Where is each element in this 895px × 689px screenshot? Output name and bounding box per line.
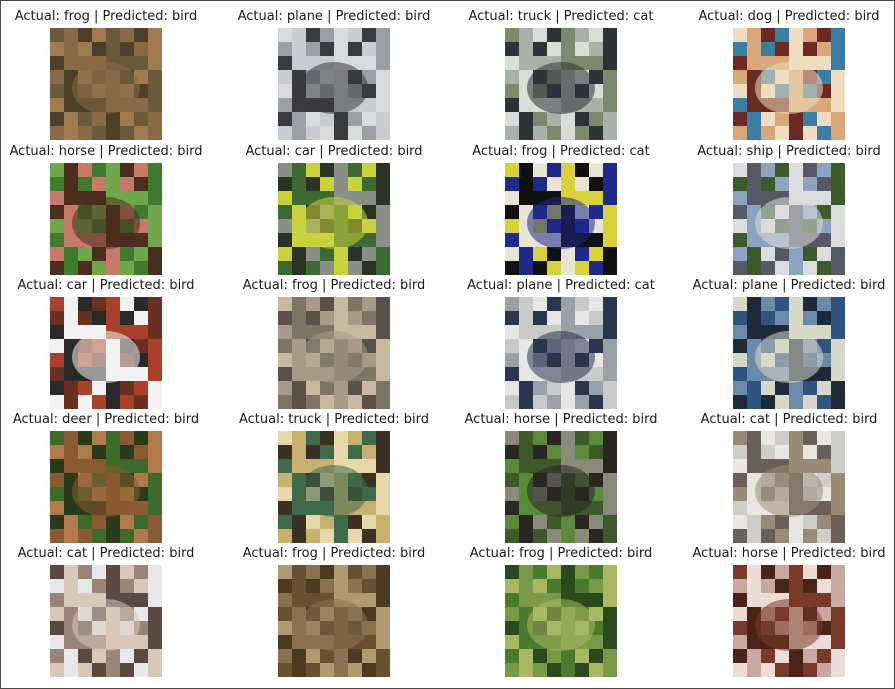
car-thumbnail <box>278 163 390 275</box>
cat-thumbnail <box>50 565 162 677</box>
prediction-caption: Actual: truck | Predicted: bird <box>238 412 429 427</box>
prediction-caption: Actual: horse | Predicted: bird <box>464 412 658 427</box>
ship-thumbnail <box>733 163 845 275</box>
prediction-cell: Actual: plane | Predicted: bird <box>222 0 446 140</box>
frog-thumbnail <box>505 163 617 275</box>
prediction-cell: Actual: horse | Predicted: bird <box>677 537 895 677</box>
prediction-cell: Actual: frog | Predicted: bird <box>222 537 446 677</box>
plane-thumbnail <box>505 297 617 409</box>
prediction-caption: Actual: frog | Predicted: cat <box>472 144 650 159</box>
prediction-caption: Actual: cat | Predicted: bird <box>17 546 195 561</box>
dog-thumbnail <box>733 28 845 140</box>
plane-thumbnail <box>278 28 390 140</box>
truck-thumbnail <box>278 431 390 543</box>
frog-thumbnail <box>505 565 617 677</box>
frog-thumbnail <box>278 297 390 409</box>
prediction-caption: Actual: frog | Predicted: bird <box>242 546 426 561</box>
prediction-caption: Actual: frog | Predicted: bird <box>242 278 426 293</box>
prediction-cell: Actual: deer | Predicted: bird <box>0 403 218 543</box>
prediction-cell: Actual: car | Predicted: bird <box>222 135 446 275</box>
prediction-cell: Actual: cat | Predicted: bird <box>677 403 895 543</box>
prediction-cell: Actual: plane | Predicted: bird <box>677 269 895 409</box>
prediction-caption: Actual: cat | Predicted: bird <box>700 412 878 427</box>
prediction-cell: Actual: car | Predicted: bird <box>0 269 218 409</box>
prediction-cell: Actual: horse | Predicted: bird <box>0 135 218 275</box>
prediction-cell: Actual: frog | Predicted: cat <box>449 135 673 275</box>
prediction-caption: Actual: horse | Predicted: bird <box>692 546 886 561</box>
deer-thumbnail <box>50 431 162 543</box>
prediction-cell: Actual: dog | Predicted: bird <box>677 0 895 140</box>
prediction-caption: Actual: plane | Predicted: cat <box>467 278 655 293</box>
horse-thumbnail <box>50 163 162 275</box>
prediction-caption: Actual: plane | Predicted: bird <box>237 9 431 24</box>
prediction-caption: Actual: ship | Predicted: bird <box>697 144 881 159</box>
cat-thumbnail <box>733 431 845 543</box>
prediction-caption: Actual: deer | Predicted: bird <box>12 412 200 427</box>
car-thumbnail <box>50 297 162 409</box>
prediction-caption: Actual: horse | Predicted: bird <box>9 144 203 159</box>
prediction-cell: Actual: ship | Predicted: bird <box>677 135 895 275</box>
prediction-caption: Actual: car | Predicted: bird <box>17 278 195 293</box>
plane-thumbnail <box>733 297 845 409</box>
prediction-cell: Actual: frog | Predicted: bird <box>222 269 446 409</box>
prediction-cell: Actual: plane | Predicted: cat <box>449 269 673 409</box>
horse-thumbnail <box>733 565 845 677</box>
horse-thumbnail <box>505 431 617 543</box>
prediction-caption: Actual: car | Predicted: bird <box>245 144 423 159</box>
frog-thumbnail <box>278 565 390 677</box>
truck-thumbnail <box>505 28 617 140</box>
prediction-caption: Actual: frog | Predicted: bird <box>469 546 653 561</box>
prediction-caption: Actual: plane | Predicted: bird <box>692 278 886 293</box>
prediction-caption: Actual: dog | Predicted: bird <box>698 9 880 24</box>
prediction-cell: Actual: truck | Predicted: cat <box>449 0 673 140</box>
prediction-caption: Actual: frog | Predicted: bird <box>14 9 198 24</box>
frog-thumbnail <box>50 28 162 140</box>
prediction-cell: Actual: horse | Predicted: bird <box>449 403 673 543</box>
prediction-cell: Actual: truck | Predicted: bird <box>222 403 446 543</box>
prediction-caption: Actual: truck | Predicted: cat <box>468 9 654 24</box>
prediction-cell: Actual: frog | Predicted: bird <box>449 537 673 677</box>
prediction-cell: Actual: frog | Predicted: bird <box>0 0 218 140</box>
prediction-cell: Actual: cat | Predicted: bird <box>0 537 218 677</box>
